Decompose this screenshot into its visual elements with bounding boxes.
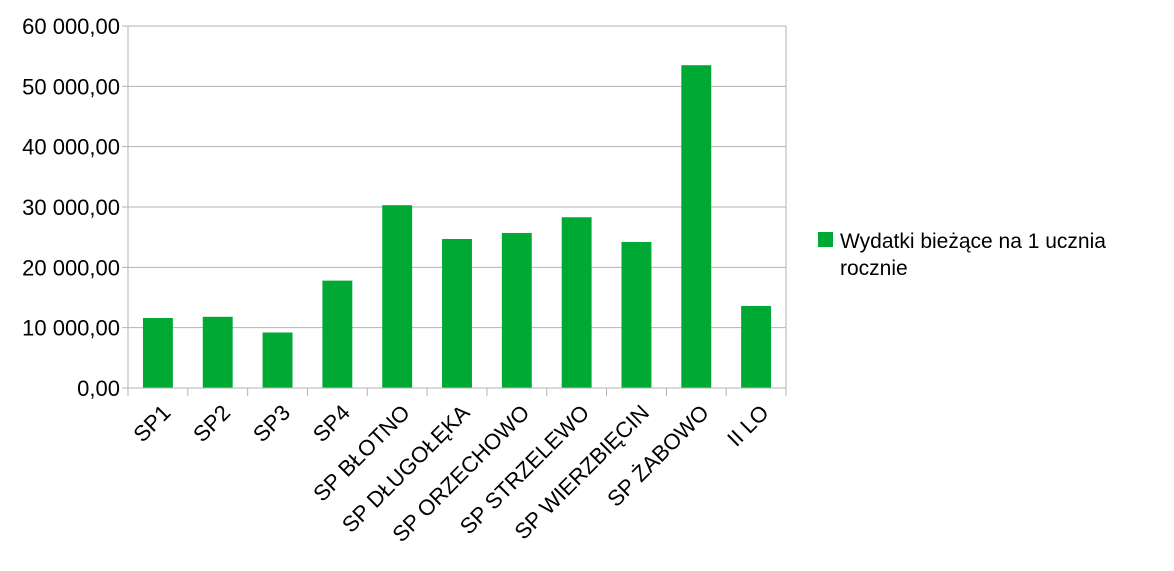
bar [561,217,592,388]
x-tick-label: SP3 [248,400,295,447]
x-tick-label: SP4 [308,400,355,447]
legend-swatch [818,232,833,247]
y-tick-label: 50 000,00 [22,74,120,99]
y-axis-tick-labels: 0,00 10 000,00 20 000,00 30 000,00 40 000,00… [22,14,120,401]
axes [127,26,787,396]
x-tick-label: SP1 [128,400,175,447]
bar [382,205,413,388]
bar [621,241,652,388]
y-tick-label: 60 000,00 [22,14,120,39]
bar [322,280,353,388]
legend: Wydatki bieżące na 1 ucznia rocznie [818,228,1168,282]
x-tick-label: II LO [722,400,773,451]
bar [741,305,772,388]
bar [262,332,293,388]
y-tick-label: 0,00 [77,376,120,401]
bar [501,232,532,388]
y-tick-label: 20 000,00 [22,255,120,280]
y-tick-label: 40 000,00 [22,135,120,160]
legend-label: Wydatki bieżące na 1 ucznia rocznie [840,230,1106,280]
y-tick-label: 10 000,00 [22,316,120,341]
bar [681,65,712,388]
bar [142,318,173,388]
x-tick-label: SP2 [188,400,235,447]
y-tick-label: 30 000,00 [22,195,120,220]
bars [142,65,772,388]
bar [442,238,472,388]
bar [202,316,233,388]
